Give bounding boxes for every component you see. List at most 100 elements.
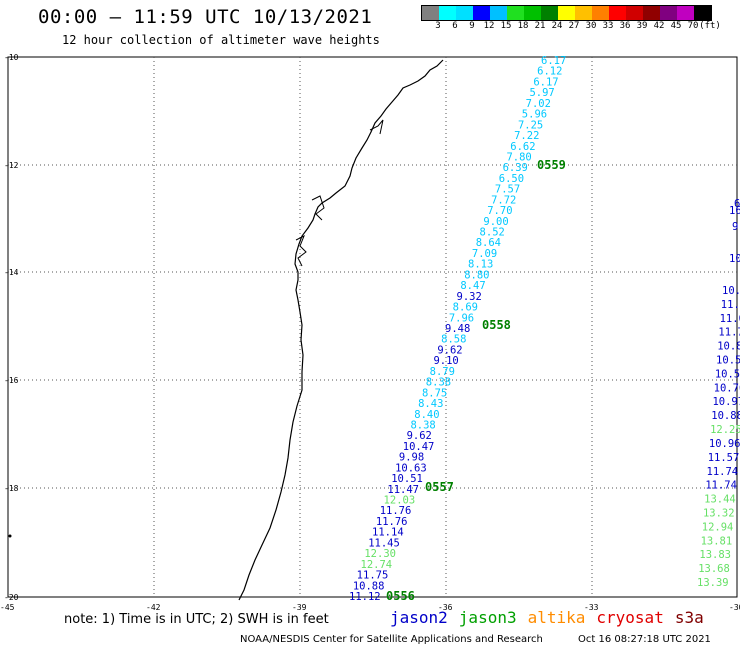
colorbar-label: 36 bbox=[619, 21, 631, 31]
edge-wave-height-label: 12.94 bbox=[702, 521, 734, 533]
colorbar-label: 70 bbox=[687, 21, 699, 31]
wave-height-label: 7.72 bbox=[491, 194, 516, 206]
credit-text: NOAA/NESDIS Center for Satellite Applica… bbox=[240, 634, 543, 645]
edge-wave-height-label: 10.97 bbox=[712, 396, 740, 408]
wave-height-label: 6.50 bbox=[499, 173, 524, 185]
latitude-tick: -18 bbox=[4, 484, 19, 493]
colorbar-swatch bbox=[524, 6, 541, 20]
wave-height-label: 8.38 bbox=[426, 377, 451, 389]
wave-height-label: 8.69 bbox=[453, 302, 478, 314]
wave-height-label: 12.74 bbox=[361, 559, 393, 571]
wave-height-label: 9.48 bbox=[445, 323, 470, 335]
colorbar-swatch bbox=[558, 6, 575, 20]
wave-height-label: 11.14 bbox=[372, 527, 404, 539]
coastline-path bbox=[238, 59, 444, 601]
wave-height-label: 9.98 bbox=[399, 452, 424, 464]
colorbar-swatch bbox=[541, 6, 558, 20]
edge-fragment-label: 9 bbox=[732, 221, 738, 233]
colorbar-label: 33 bbox=[602, 21, 614, 31]
pass-labels: 0559 0558 0557 0556 bbox=[386, 158, 566, 603]
footer-note: note: 1) Time is in UTC; 2) SWH is in fe… bbox=[64, 612, 329, 627]
edge-wave-height-label: 11.74 bbox=[705, 480, 737, 492]
wave-height-label: 6.17 bbox=[541, 55, 566, 67]
wave-height-label: 10.47 bbox=[403, 441, 435, 453]
edge-fragment-label: 10 bbox=[729, 253, 740, 265]
coastline bbox=[8, 59, 444, 601]
map-frame bbox=[7, 56, 738, 598]
longitude-tick: -42 bbox=[146, 603, 161, 612]
satellite-jason2: jason2 bbox=[390, 608, 448, 627]
edge-wave-height-label: 11.74 bbox=[707, 466, 739, 478]
wave-height-label: 7.09 bbox=[472, 248, 497, 260]
colorbar-label: (ft) bbox=[699, 21, 721, 31]
wave-height-label: 10.51 bbox=[391, 473, 423, 485]
colorbar-swatch bbox=[694, 6, 711, 20]
edge-wave-height-label: 12.25 bbox=[710, 424, 740, 436]
colorbar-label: 24 bbox=[551, 21, 563, 31]
colorbar-swatch bbox=[626, 6, 643, 20]
colorbar-swatch bbox=[422, 6, 439, 20]
pass-number-label: 0558 bbox=[482, 318, 511, 332]
wave-height-label: 8.80 bbox=[464, 269, 489, 281]
latitude-tick: -14 bbox=[4, 268, 19, 277]
colorbar-label: 9 bbox=[469, 21, 475, 31]
colorbar-label: 21 bbox=[534, 21, 546, 31]
edge-wave-height-label: 11.57 bbox=[708, 452, 740, 464]
wave-height-label: 6.17 bbox=[533, 76, 558, 88]
wave-height-label: 8.52 bbox=[480, 227, 505, 239]
longitude-tick: -36 bbox=[438, 603, 453, 612]
edge-wave-height-label: 10.4 bbox=[722, 285, 740, 297]
wave-height-label: 8.58 bbox=[441, 334, 466, 346]
wave-height-label: 11.76 bbox=[376, 516, 408, 528]
pass-number-label: 0559 bbox=[537, 158, 566, 172]
wave-height-label: 6.12 bbox=[537, 66, 562, 78]
colorbar-label: 15 bbox=[500, 21, 512, 31]
estuary-detail bbox=[295, 234, 307, 267]
latitude-tick: -20 bbox=[4, 593, 19, 602]
map-subtitle: 12 hour collection of altimeter wave hei… bbox=[62, 33, 380, 47]
colorbar-swatch bbox=[677, 6, 694, 20]
wave-height-label: 10.63 bbox=[395, 462, 427, 474]
wave-height-label: 9.62 bbox=[437, 344, 462, 356]
colorbar-label: 45 bbox=[670, 21, 682, 31]
wave-height-label: 6.39 bbox=[503, 162, 528, 174]
colorbar-label: 12 bbox=[483, 21, 495, 31]
wave-height-label: 8.13 bbox=[468, 259, 493, 271]
edge-wave-height-label: 10.88 bbox=[711, 410, 740, 422]
edge-wave-height-label: 13.44 bbox=[704, 494, 736, 506]
pass-number-label: 0557 bbox=[425, 480, 454, 494]
axis-ticks: -10 -12 -14 -16 -18 -20-45 -42 -39 -36 -33 -30 bbox=[0, 53, 740, 612]
edge-wave-height-label: 13.32 bbox=[703, 507, 735, 519]
wave-height-colorbar bbox=[421, 5, 712, 21]
longitude-tick: -39 bbox=[292, 603, 307, 612]
wave-height-label: 11.75 bbox=[357, 570, 389, 582]
wave-height-label: 7.80 bbox=[506, 151, 531, 163]
pass-number-label: 0556 bbox=[386, 589, 415, 603]
wave-height-label: 8.47 bbox=[460, 280, 485, 292]
satellite-jason3: jason3 bbox=[458, 608, 517, 627]
generated-timestamp: Oct 16 08:27:18 UTC 2021 bbox=[578, 634, 711, 645]
wave-height-label: 7.96 bbox=[449, 312, 474, 324]
colorbar-labels: 3 6 9 12 15 18 21 24 27 30 33 36 39 42 45 70 (ft) bbox=[421, 21, 740, 33]
satellite-altika: altika bbox=[527, 608, 586, 627]
longitude-tick: -30 bbox=[729, 603, 740, 612]
estuary-detail bbox=[311, 195, 325, 221]
wave-height-label: 8.38 bbox=[410, 419, 435, 431]
edge-wave-height-label: 10.55 bbox=[716, 355, 740, 367]
wave-height-label: 9.62 bbox=[407, 430, 432, 442]
altimeter-track: 6.176.126.175.977.025.967.257.226.627.80… bbox=[349, 55, 566, 603]
edge-wave-height-label: 10.76 bbox=[714, 382, 740, 394]
colorbar-label: 30 bbox=[585, 21, 597, 31]
wave-height-label: 7.22 bbox=[514, 130, 539, 142]
colorbar-swatch bbox=[507, 6, 524, 20]
wave-height-label: 11.12 bbox=[349, 591, 381, 603]
edge-wave-height-label: 13.39 bbox=[697, 577, 729, 589]
latitude-tick: -12 bbox=[4, 161, 19, 170]
wave-height-label: 12.30 bbox=[364, 548, 396, 560]
edge-fragment-label: 16 bbox=[729, 205, 740, 217]
wave-height-label: 11.76 bbox=[380, 505, 412, 517]
colorbar-swatch bbox=[592, 6, 609, 20]
wave-height-label: 12.03 bbox=[384, 495, 416, 507]
wave-height-label: 10.88 bbox=[353, 580, 385, 592]
